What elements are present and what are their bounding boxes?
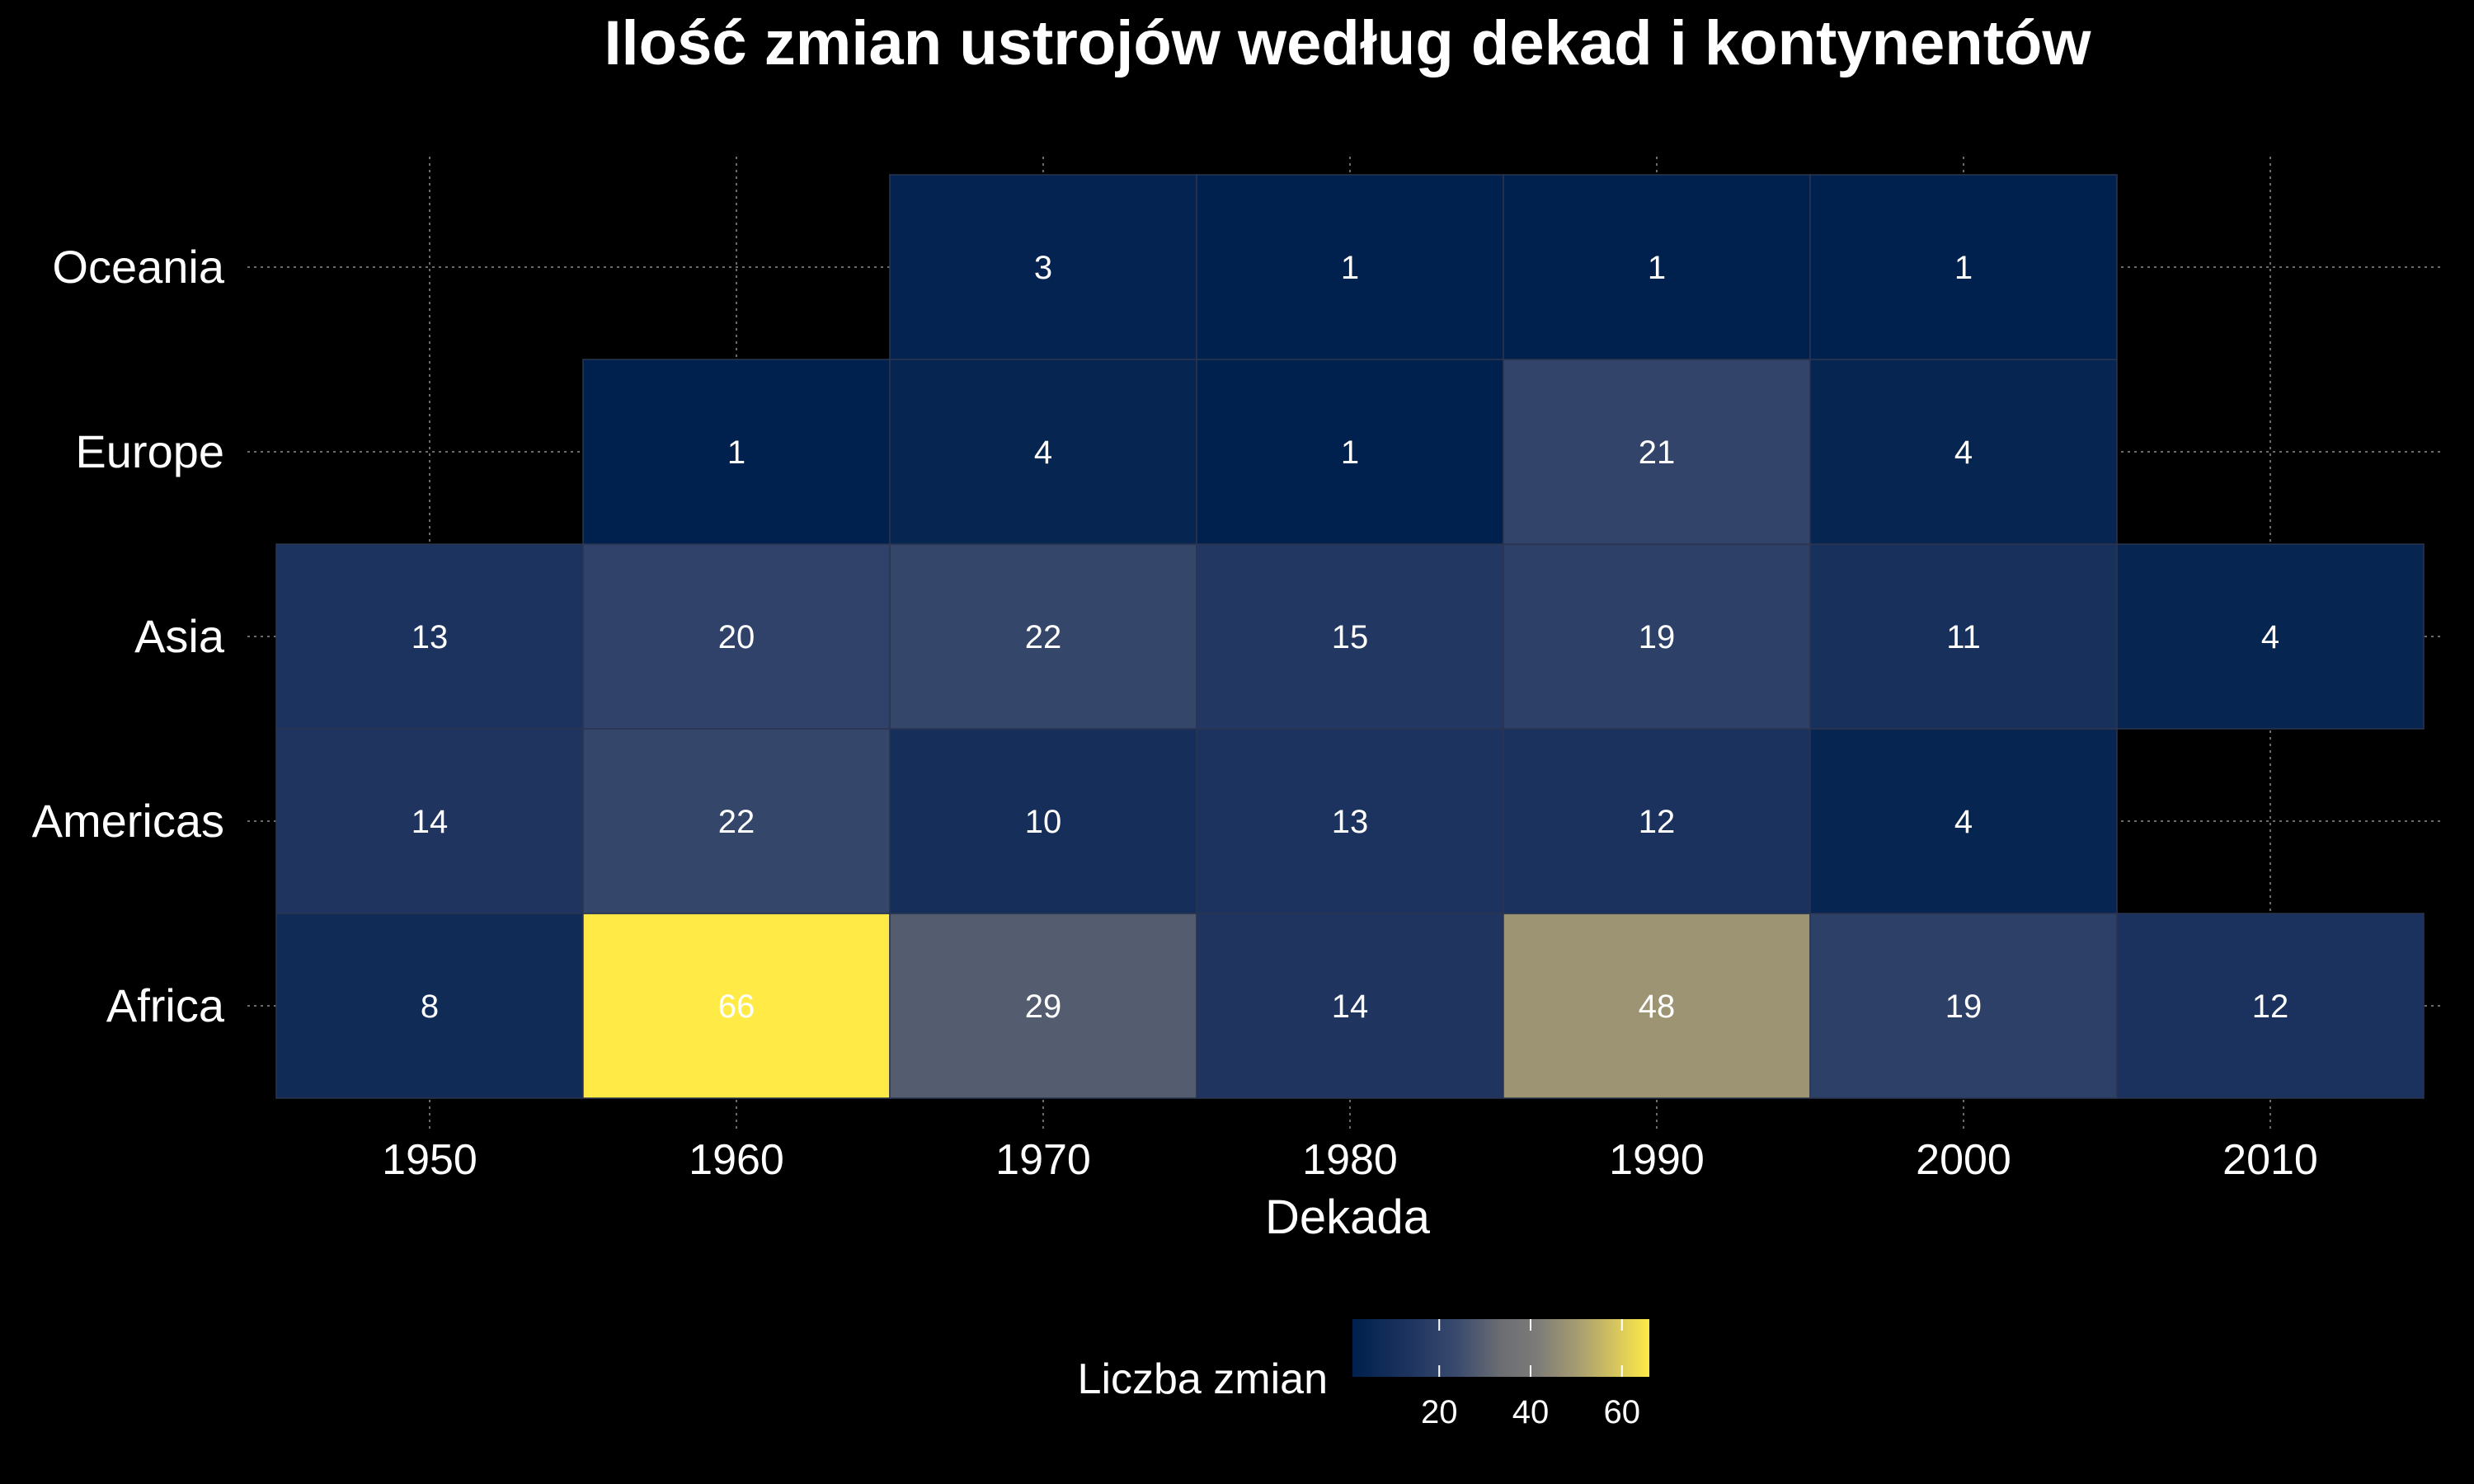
heatmap-cell [582,913,891,1099]
cell-value-label: 19 [1639,619,1676,655]
cell-value-label: 8 [421,989,439,1025]
legend-ticks: 20 40 60 [1421,1319,1640,1430]
y-tick-label: Asia [134,610,225,662]
x-axis-title: Dekada [1265,1190,1431,1244]
y-tick-label: Americas [32,795,224,847]
cell-value-label: 12 [2252,989,2289,1025]
legend-title: Liczba zmian [1078,1355,1328,1403]
cell-value-label: 15 [1332,619,1369,655]
x-axis-tick-labels: 1950 1960 1970 1980 1990 2000 2010 [382,1136,2318,1184]
y-axis-tick-labels: Africa Americas Asia Europe Oceania [32,241,225,1031]
heatmap-cell [2116,543,2425,730]
cell-value-label: 3 [1034,250,1052,286]
cell-value-label: 4 [2261,619,2279,655]
cell-value-label: 14 [412,804,449,840]
chart-title: Ilość zmian ustrojów według dekad i kont… [604,8,2091,78]
cell-value-label: 1 [1648,250,1666,286]
heatmap-cell [582,359,891,545]
cell-value-label: 48 [1639,989,1676,1025]
cell-value-label: 14 [1332,989,1369,1025]
heatmap-cell [582,543,891,730]
cell-value-label: 4 [1954,804,1973,840]
heatmap-cell [1196,913,1504,1099]
heatmap-cell [1196,359,1504,545]
heatmap-cell [889,543,1197,730]
color-legend: Liczba zmian 20 40 60 [1078,1319,1649,1430]
heatmap-cell [1503,913,1811,1099]
cell-value-label: 13 [1332,804,1369,840]
heatmap-cell [1809,174,2118,360]
heatmap-cell [1809,913,2118,1099]
cell-value-label: 4 [1954,434,1973,471]
heatmap-cell [2116,913,2425,1099]
heatmap-cell [1196,174,1504,360]
heatmap-cell [1503,359,1811,545]
heatmap-cell [275,728,584,914]
cell-value-label: 1 [1341,250,1359,286]
cell-value-label: 19 [1945,989,1982,1025]
legend-tick-label: 40 [1512,1394,1550,1430]
cell-value-label: 10 [1025,804,1062,840]
x-tick-label: 1990 [1609,1136,1705,1184]
cell-value-label: 21 [1639,434,1676,471]
heatmap-cell [889,728,1197,914]
x-tick-label: 1950 [382,1136,477,1184]
cell-value-label: 22 [1025,619,1062,655]
heatmap-cell [1809,728,2118,914]
heatmap-cell [1809,359,2118,545]
cell-value-label: 4 [1034,434,1052,471]
x-tick-label: 2000 [1916,1136,2011,1184]
heatmap-cell [1196,728,1504,914]
cell-value-label: 11 [1946,619,1981,655]
cell-value-label: 12 [1639,804,1676,840]
cell-value-label: 29 [1025,989,1062,1025]
heatmap-cell [1196,543,1504,730]
legend-tick-label: 60 [1604,1394,1641,1430]
heatmap-cell [889,913,1197,1099]
cell-value-label: 66 [718,989,755,1025]
x-tick-label: 1960 [689,1136,784,1184]
y-tick-label: Africa [106,979,225,1031]
heatmap-cell [275,543,584,730]
heatmap-cell [1503,543,1811,730]
legend-tick-label: 20 [1421,1394,1458,1430]
legend-color-bar [1352,1319,1649,1377]
x-tick-label: 1980 [1302,1136,1398,1184]
cell-value-label: 1 [1954,250,1973,286]
x-tick-label: 1970 [995,1136,1091,1184]
cell-value-label: 1 [1341,434,1359,471]
x-tick-label: 2010 [2222,1136,2318,1184]
cell-value-label: 20 [718,619,755,655]
y-tick-label: Europe [75,425,224,477]
heatmap-cell [1809,543,2118,730]
cell-value-label: 13 [412,619,449,655]
cell-value-label: 1 [727,434,745,471]
heatmap-cells [275,174,2425,1099]
cell-value-label: 22 [718,804,755,840]
heatmap-cell [889,174,1197,360]
y-tick-label: Oceania [52,241,224,293]
